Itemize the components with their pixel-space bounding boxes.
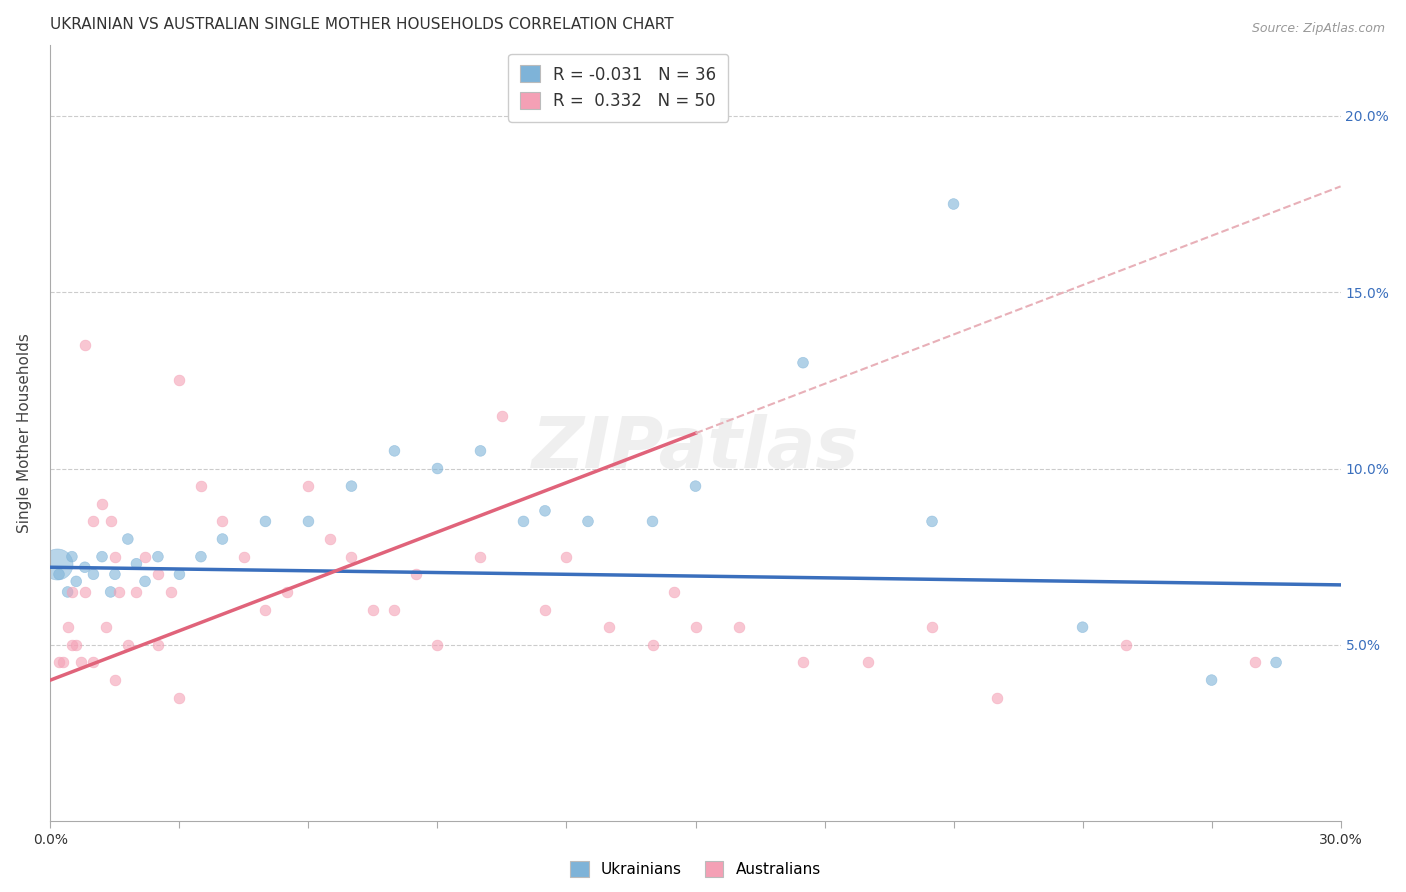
Point [56, 620, 79, 634]
Y-axis label: Single Mother Households: Single Mother Households [17, 334, 32, 533]
Point [512, 515, 534, 529]
Point [146, 549, 169, 564]
Point [792, 356, 814, 370]
Point [426, 638, 449, 652]
Point [641, 638, 664, 652]
Point [48, 656, 70, 670]
Point [211, 515, 233, 529]
Point [641, 515, 664, 529]
Point [169, 567, 191, 582]
Point [297, 479, 319, 493]
Point [190, 549, 212, 564]
Point [82, 515, 104, 529]
Point [169, 690, 191, 705]
Point [491, 409, 513, 423]
Point [1243, 656, 1265, 670]
Point [1071, 620, 1094, 634]
Point [254, 602, 277, 616]
Point [60, 549, 83, 564]
Point [104, 549, 127, 564]
Point [117, 638, 139, 652]
Point [384, 443, 406, 458]
Point [685, 620, 707, 634]
Point [96, 620, 118, 634]
Point [297, 515, 319, 529]
Point [190, 479, 212, 493]
Point [792, 656, 814, 670]
Text: UKRAINIAN VS AUSTRALIAN SINGLE MOTHER HOUSEHOLDS CORRELATION CHART: UKRAINIAN VS AUSTRALIAN SINGLE MOTHER HO… [51, 17, 673, 32]
Point [1265, 656, 1288, 670]
Point [52, 656, 75, 670]
Point [91, 497, 114, 511]
Point [340, 479, 363, 493]
Point [1115, 638, 1137, 652]
Point [146, 638, 169, 652]
Point [104, 673, 127, 687]
Point [340, 549, 363, 564]
Point [1201, 673, 1223, 687]
Point [361, 602, 384, 616]
Point [211, 532, 233, 546]
Point [146, 567, 169, 582]
Point [405, 567, 427, 582]
Point [160, 585, 183, 599]
Point [73, 338, 96, 352]
Point [685, 479, 707, 493]
Point [470, 443, 492, 458]
Point [104, 567, 127, 582]
Point [73, 585, 96, 599]
Point [60, 638, 83, 652]
Point [134, 574, 156, 589]
Point [48, 567, 70, 582]
Point [921, 515, 943, 529]
Point [65, 574, 87, 589]
Legend: Ukrainians, Australians: Ukrainians, Australians [564, 855, 827, 883]
Point [100, 515, 122, 529]
Point [534, 504, 557, 518]
Point [134, 549, 156, 564]
Point [576, 515, 599, 529]
Point [470, 549, 492, 564]
Text: ZIPatlas: ZIPatlas [531, 414, 859, 483]
Point [73, 560, 96, 574]
Text: Source: ZipAtlas.com: Source: ZipAtlas.com [1251, 22, 1385, 36]
Point [82, 656, 104, 670]
Point [125, 557, 148, 571]
Point [727, 620, 749, 634]
Point [555, 549, 578, 564]
Point [942, 197, 965, 211]
Point [56, 585, 79, 599]
Point [117, 532, 139, 546]
Point [986, 690, 1008, 705]
Point [69, 656, 91, 670]
Point [921, 620, 943, 634]
Point [100, 585, 122, 599]
Point [108, 585, 131, 599]
Point [662, 585, 685, 599]
Point [60, 585, 83, 599]
Point [384, 602, 406, 616]
Point [45, 557, 67, 571]
Point [534, 602, 557, 616]
Point [65, 638, 87, 652]
Point [254, 515, 277, 529]
Point [169, 373, 191, 387]
Point [598, 620, 620, 634]
Point [91, 549, 114, 564]
Point [426, 461, 449, 475]
Point [276, 585, 298, 599]
Point [319, 532, 342, 546]
Point [82, 567, 104, 582]
Point [233, 549, 256, 564]
Point [856, 656, 879, 670]
Point [125, 585, 148, 599]
